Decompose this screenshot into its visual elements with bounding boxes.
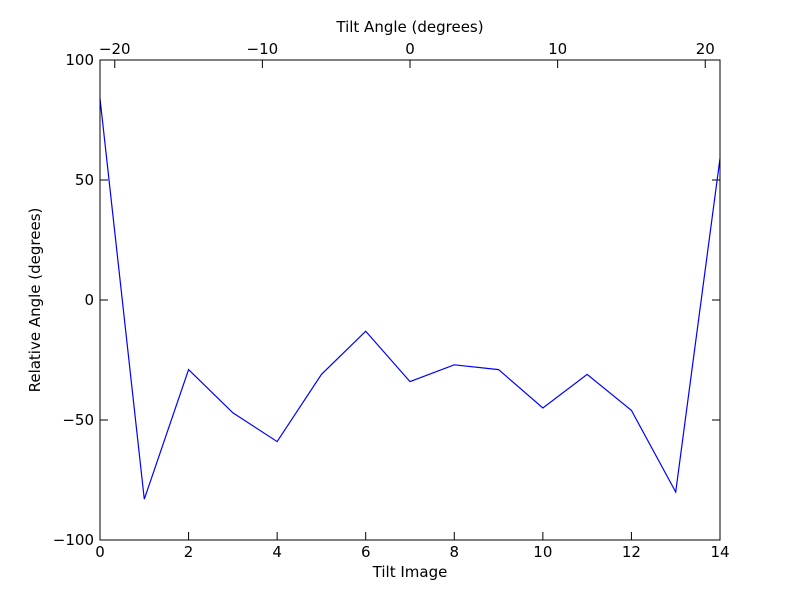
y-tick-label: 0 (84, 291, 94, 309)
top-x-tick-label: 0 (405, 40, 415, 58)
top-x-tick-label: −20 (99, 40, 131, 58)
y-tick-label: 100 (65, 51, 94, 69)
x-tick-label: 14 (710, 543, 729, 561)
x-tick-label: 8 (450, 543, 460, 561)
top-x-tick-label: 10 (548, 40, 567, 58)
top-x-tick-label: 20 (696, 40, 715, 58)
x-tick-label: 0 (95, 543, 105, 561)
series-line (99, 98, 721, 500)
x-tick-label: 6 (361, 543, 371, 561)
y-tick-label: 50 (75, 171, 94, 189)
top-x-tick-label: −10 (247, 40, 279, 58)
x-tick-label: 2 (184, 543, 194, 561)
x-axis-label: Tilt Image (372, 563, 448, 581)
plot-frame (99, 59, 721, 541)
x-tick-label: 12 (622, 543, 641, 561)
x-tick-label: 10 (533, 543, 552, 561)
x-tick-label: 4 (272, 543, 282, 561)
y-tick-label: −100 (53, 531, 94, 549)
y-tick-label: −50 (62, 411, 94, 429)
top-axis-label: Tilt Angle (degrees) (335, 18, 483, 36)
plot-area (100, 60, 720, 540)
y-axis-label: Relative Angle (degrees) (26, 208, 44, 393)
